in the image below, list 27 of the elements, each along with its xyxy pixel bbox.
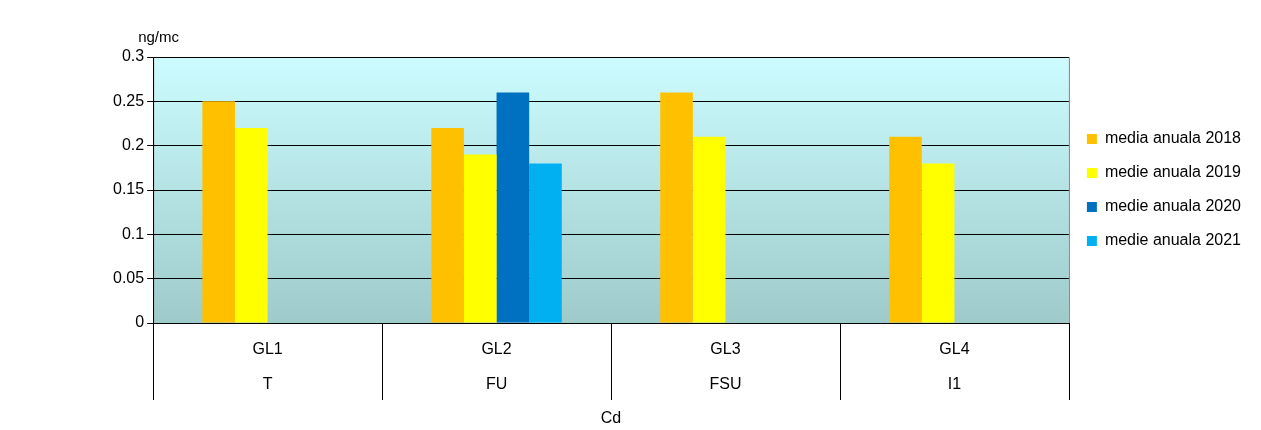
bar: [431, 127, 464, 323]
x-tick-label: GL4 I1: [939, 340, 970, 393]
bar: [889, 136, 922, 323]
bar: [692, 136, 726, 323]
y-tick-label: 0.2: [121, 136, 145, 154]
bar: [463, 154, 497, 323]
x-tick-label: GL1 T: [252, 340, 283, 393]
legend-label: medie anuala 2019: [1104, 163, 1242, 181]
bar: [921, 163, 955, 323]
legend-label: media anuala 2018: [1104, 129, 1242, 147]
y-tick-label: 0.15: [113, 180, 145, 198]
x-axis-title: Cd: [600, 409, 622, 427]
y-tick-label: 0.25: [113, 91, 145, 109]
legend-label: medie anuala 2020: [1104, 197, 1242, 215]
bar: [202, 101, 235, 323]
y-tick-label: 0.05: [113, 269, 145, 287]
x-tick-label: GL3 FSU: [709, 340, 742, 393]
y-tick-label: 0.1: [121, 224, 145, 242]
y-tick-label: 0.3: [121, 47, 145, 65]
y-axis-title: ng/mc: [138, 27, 180, 45]
bar: [234, 127, 268, 323]
y-tick-label: 0: [135, 313, 145, 331]
x-tick-label: GL2 FU: [481, 340, 512, 393]
bar: [496, 92, 530, 323]
bar: [660, 92, 693, 323]
bar: [529, 163, 562, 323]
legend-label: medie anuala 2021: [1104, 231, 1242, 249]
